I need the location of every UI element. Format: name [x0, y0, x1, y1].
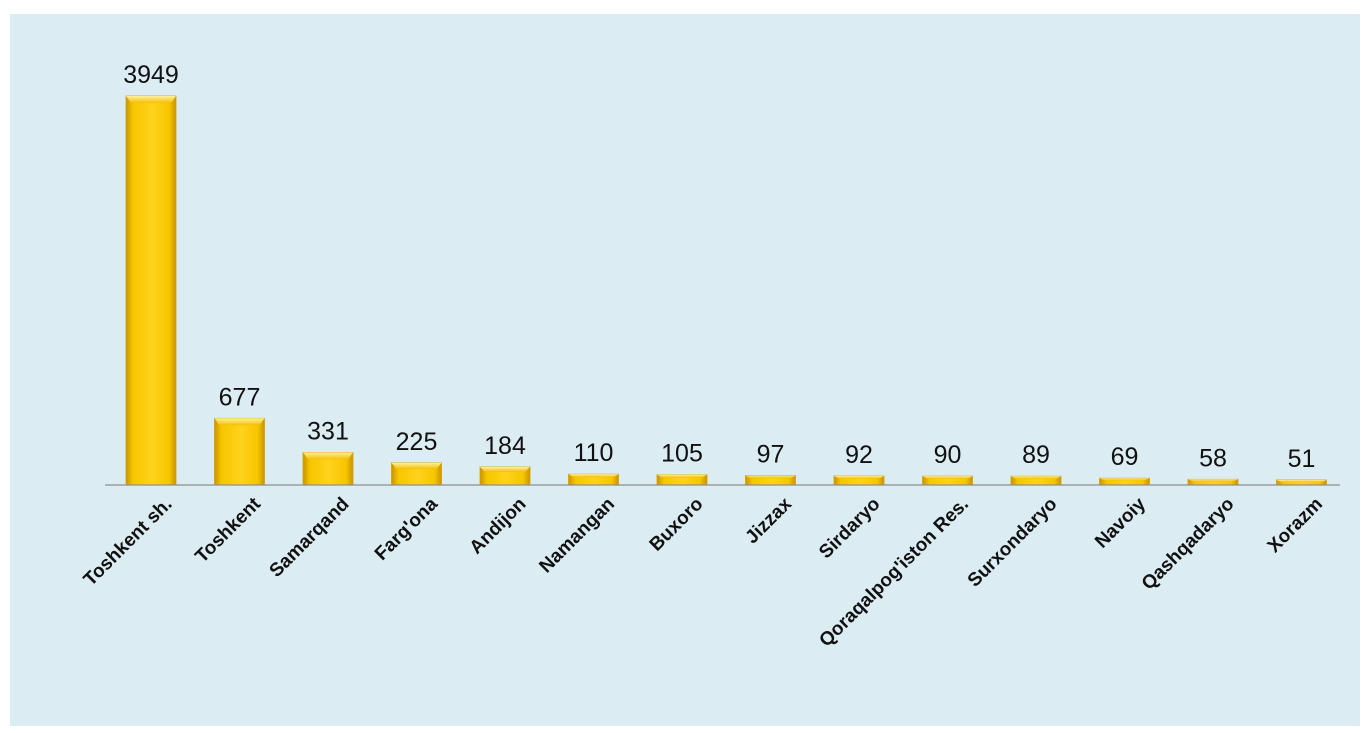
category-labels-layer: Toshkent sh. Toshkent Samarqand Farg'ona And…	[80, 493, 1327, 651]
bar-top-highlight	[214, 418, 265, 426]
category-tick-label: Samarqand	[266, 494, 354, 582]
data-label: 97	[757, 440, 785, 468]
category-tick-label: Andijon	[466, 494, 531, 559]
bar-top-highlight	[126, 96, 176, 103]
category-tick-label: Surxondaryo	[964, 494, 1062, 592]
category-tick-label: Buxoro	[646, 494, 708, 556]
data-label: 58	[1199, 444, 1227, 472]
bar-top-highlight	[745, 475, 796, 479]
data-label: 90	[934, 441, 962, 469]
bar	[125, 95, 177, 486]
bar-top-highlight	[391, 462, 442, 470]
bar-top-highlight	[1188, 479, 1238, 482]
category-tick-label: Xorazm	[1264, 494, 1327, 557]
data-label: 184	[484, 432, 526, 460]
category-tick-label: Jizzax	[742, 493, 797, 548]
bar-top-highlight	[303, 452, 353, 460]
category-tick-label: Toshkent	[191, 493, 265, 567]
data-label: 3949	[123, 61, 179, 89]
category-tick-label: Namangan	[535, 494, 619, 578]
data-label: 331	[307, 417, 349, 445]
data-label: 89	[1022, 441, 1050, 469]
bars-layer	[125, 95, 1327, 486]
bar-top-highlight	[657, 474, 707, 478]
value-labels-layer: 3949 677 331 225 184 110 105 97 92 90 89 69 58 51	[123, 61, 1315, 473]
category-tick-label: Farg'ona	[371, 493, 442, 564]
bar-top-highlight	[1011, 476, 1061, 479]
category-tick-label: Sirdaryo	[815, 494, 884, 563]
bar-top-highlight	[568, 474, 619, 478]
bar-top-highlight	[1099, 478, 1150, 481]
data-label: 225	[396, 428, 438, 456]
data-label: 105	[661, 440, 703, 468]
data-label: 110	[574, 439, 614, 467]
data-label: 92	[845, 441, 873, 469]
plot-background	[10, 14, 1360, 726]
bar	[214, 417, 265, 486]
bar-top-highlight	[922, 476, 973, 479]
data-label: 677	[219, 383, 261, 411]
bar-top-highlight	[834, 475, 884, 479]
category-tick-label: Toshkent sh.	[80, 494, 177, 591]
category-tick-label: Qashqadaryo	[1138, 494, 1239, 595]
bar-top-highlight	[480, 466, 530, 472]
data-label: 69	[1111, 443, 1139, 471]
data-label: 51	[1288, 445, 1316, 473]
category-tick-label: Navoiy	[1091, 493, 1150, 552]
bar-top-highlight	[1276, 479, 1327, 482]
category-tick-label: Qoraqalpog'iston Res.	[815, 494, 973, 652]
